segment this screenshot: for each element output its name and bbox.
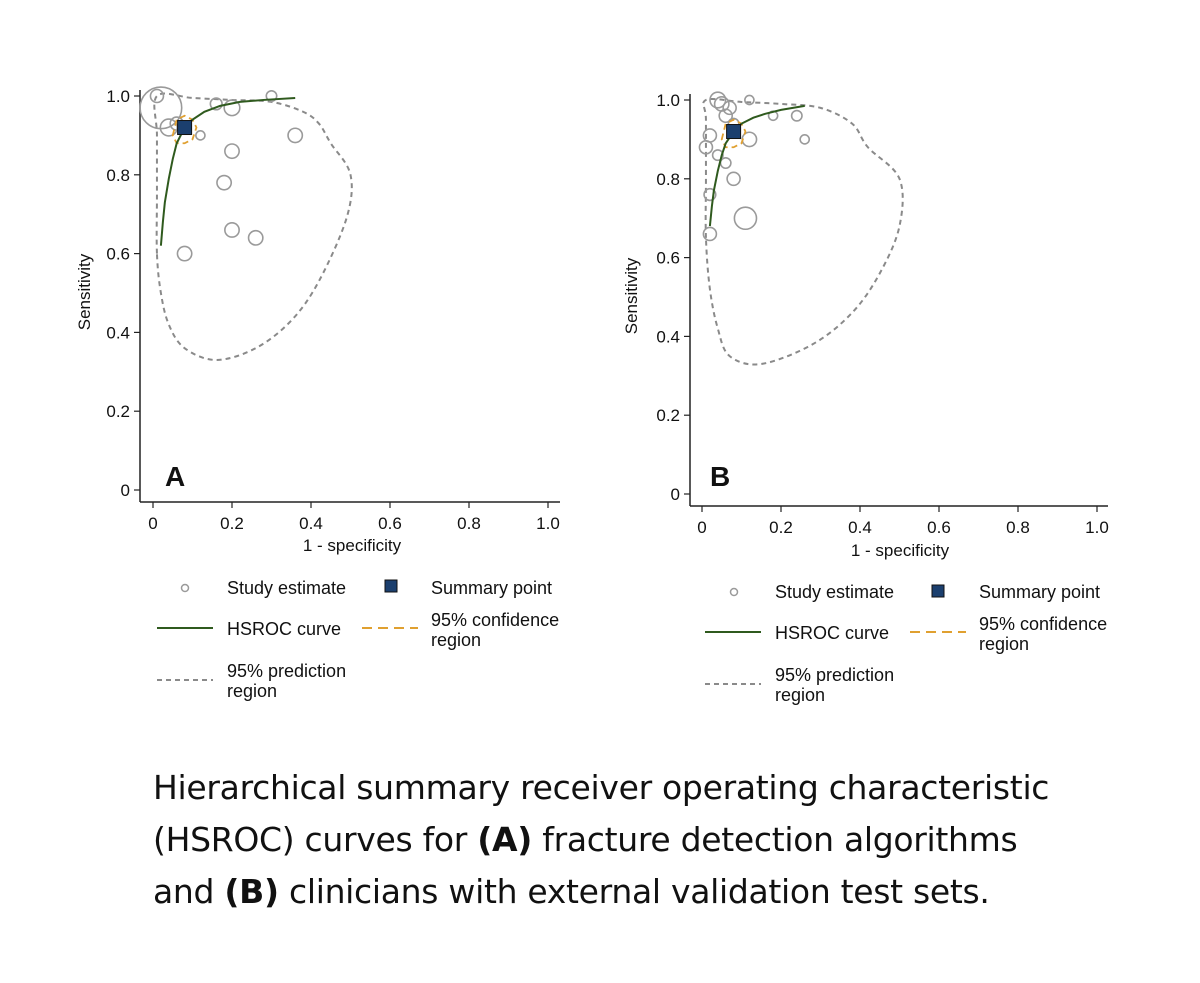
panel-b-y-tick-label: 0.8	[656, 170, 680, 189]
panel-b-study-estimate	[709, 91, 727, 109]
panel-b-confidence-region	[720, 118, 747, 149]
panel-a-study-estimate	[195, 130, 206, 141]
panel-a-x-tick-label: 0	[148, 514, 157, 533]
panel-a-study-estimate	[224, 143, 240, 160]
caption-line-2: (HSROC) curves for (A) fracture detectio…	[153, 814, 1153, 866]
panel-a-study-estimate	[287, 127, 304, 144]
panel-a-study-estimate	[247, 229, 264, 246]
panel-a-label: A	[165, 461, 185, 492]
panel-a-x-tick-label: 0.4	[299, 514, 323, 533]
panel-a-y-tick-label: 0.2	[106, 402, 130, 421]
caption-line-3-post: clinicians with external validation test…	[278, 872, 990, 911]
panel-a-x-tick-label: 0.2	[220, 514, 244, 533]
panel-a: Sensitivity 1 - specificity A 0 0.2 0.4 0.6…	[75, 86, 560, 555]
panel-a-study-estimate	[176, 245, 193, 262]
figure-caption: Hierarchical summary receiver operating …	[153, 762, 1153, 918]
panel-b-study-estimate	[703, 187, 717, 202]
panel-a-y-tick-label: 0.4	[106, 323, 130, 342]
panel-b-hsroc-curve	[708, 104, 805, 227]
panel-a-y-tick-label: 1.0	[106, 87, 130, 106]
panel-a-study-estimate	[209, 97, 223, 111]
legend-a: Study estimate Summary point HSROC curve…	[157, 578, 559, 701]
panel-b-label: B	[710, 461, 730, 492]
legend-a-confidence-label-1: 95% confidence	[431, 610, 559, 630]
panel-a-study-estimate	[223, 99, 241, 117]
panel-b-y-tick-label: 1.0	[656, 91, 680, 110]
panel-b-study-estimate	[744, 94, 755, 106]
legend-a-hsroc-label: HSROC curve	[227, 619, 341, 639]
panel-a-study-estimate	[224, 222, 240, 238]
caption-line-2-pre: (HSROC) curves for	[153, 820, 478, 859]
panel-a-summary-point	[177, 120, 193, 136]
legend-a-prediction-label-2: region	[227, 681, 277, 701]
panel-b-y-tick-label: 0	[671, 485, 680, 504]
panel-b-study-estimate	[718, 108, 734, 124]
panel-a-y-tick-label: 0.6	[106, 245, 130, 264]
legend-a-summary-marker	[384, 579, 398, 593]
legend-b-hsroc-label: HSROC curve	[775, 623, 889, 643]
panel-a-y-tick-label: 0.8	[106, 166, 130, 185]
panel-b-study-estimate	[733, 206, 758, 231]
legend-a-prediction-label-1: 95% prediction	[227, 661, 346, 681]
panel-b-study-estimate	[722, 100, 737, 116]
panel-b-study-estimate	[790, 109, 803, 122]
legend-b-confidence-label-2: region	[979, 634, 1029, 654]
legend-b-prediction-label-2: region	[775, 685, 825, 705]
panel-a-ylabel: Sensitivity	[75, 253, 94, 330]
caption-line-3-pre: and	[153, 872, 225, 911]
panel-b-study-estimate	[719, 157, 732, 170]
panel-b-x-tick-label: 1.0	[1085, 518, 1109, 537]
panel-b-y-tick-label: 0.4	[656, 327, 680, 346]
panel-b-x-tick-label: 0.8	[1006, 518, 1030, 537]
legend-b-summary-marker	[931, 584, 945, 598]
panel-b-x-tick-label: 0.6	[927, 518, 951, 537]
panel-b-y-tick-label: 0.6	[656, 249, 680, 268]
panel-b-ylabel: Sensitivity	[622, 257, 641, 334]
panel-a-y-tick-label: 0	[121, 481, 130, 500]
legend-b-confidence-label-1: 95% confidence	[979, 614, 1107, 634]
panel-b-study-estimate	[726, 171, 741, 187]
panel-a-xlabel: 1 - specificity	[303, 536, 402, 555]
panel-a-x-tick-label: 1.0	[536, 514, 560, 533]
caption-line-2-post: fracture detection algorithms	[532, 820, 1018, 859]
panel-b-study-estimate	[702, 226, 718, 242]
panel-b-x-tick-label: 0.4	[848, 518, 872, 537]
legend-b-study-marker	[729, 587, 739, 597]
panel-b-xlabel: 1 - specificity	[851, 541, 950, 560]
legend-b-summary-label: Summary point	[979, 582, 1100, 602]
legend-b-prediction-label-1: 95% prediction	[775, 665, 894, 685]
legend-a-study-marker	[180, 583, 190, 593]
caption-line-2-bold: (A)	[477, 820, 533, 859]
panel-b-study-estimate	[698, 139, 714, 155]
panel-a-x-tick-label: 0.6	[378, 514, 402, 533]
caption-line-1: Hierarchical summary receiver operating …	[153, 768, 1050, 807]
caption-line-3: and (B) clinicians with external validat…	[153, 866, 1153, 918]
panel-a-study-estimate	[216, 174, 233, 191]
panel-b-y-tick-label: 0.2	[656, 406, 680, 425]
legend-b: Study estimate Summary point HSROC curve…	[705, 582, 1107, 705]
panel-a-confidence-region	[171, 114, 198, 145]
panel-b: Sensitivity 1 - specificity B 0 0.2 0.4 0.6…	[622, 91, 1109, 560]
panel-b-x-tick-label: 0	[697, 518, 706, 537]
panel-b-prediction-region	[702, 97, 904, 366]
panel-a-prediction-region	[153, 92, 353, 361]
panel-a-x-tick-label: 0.8	[457, 514, 481, 533]
panel-b-study-estimate	[711, 149, 724, 162]
legend-a-study-label: Study estimate	[227, 578, 346, 598]
legend-a-summary-label: Summary point	[431, 578, 552, 598]
caption-line-3-bold: (B)	[224, 872, 279, 911]
panel-b-x-tick-label: 0.2	[769, 518, 793, 537]
panel-a-study-estimate	[149, 88, 165, 104]
panel-a-study-estimate	[265, 90, 278, 103]
legend-b-study-label: Study estimate	[775, 582, 894, 602]
panel-b-summary-point	[726, 124, 742, 140]
panel-b-study-estimate	[799, 134, 811, 145]
legend-a-confidence-label-2: region	[431, 630, 481, 650]
